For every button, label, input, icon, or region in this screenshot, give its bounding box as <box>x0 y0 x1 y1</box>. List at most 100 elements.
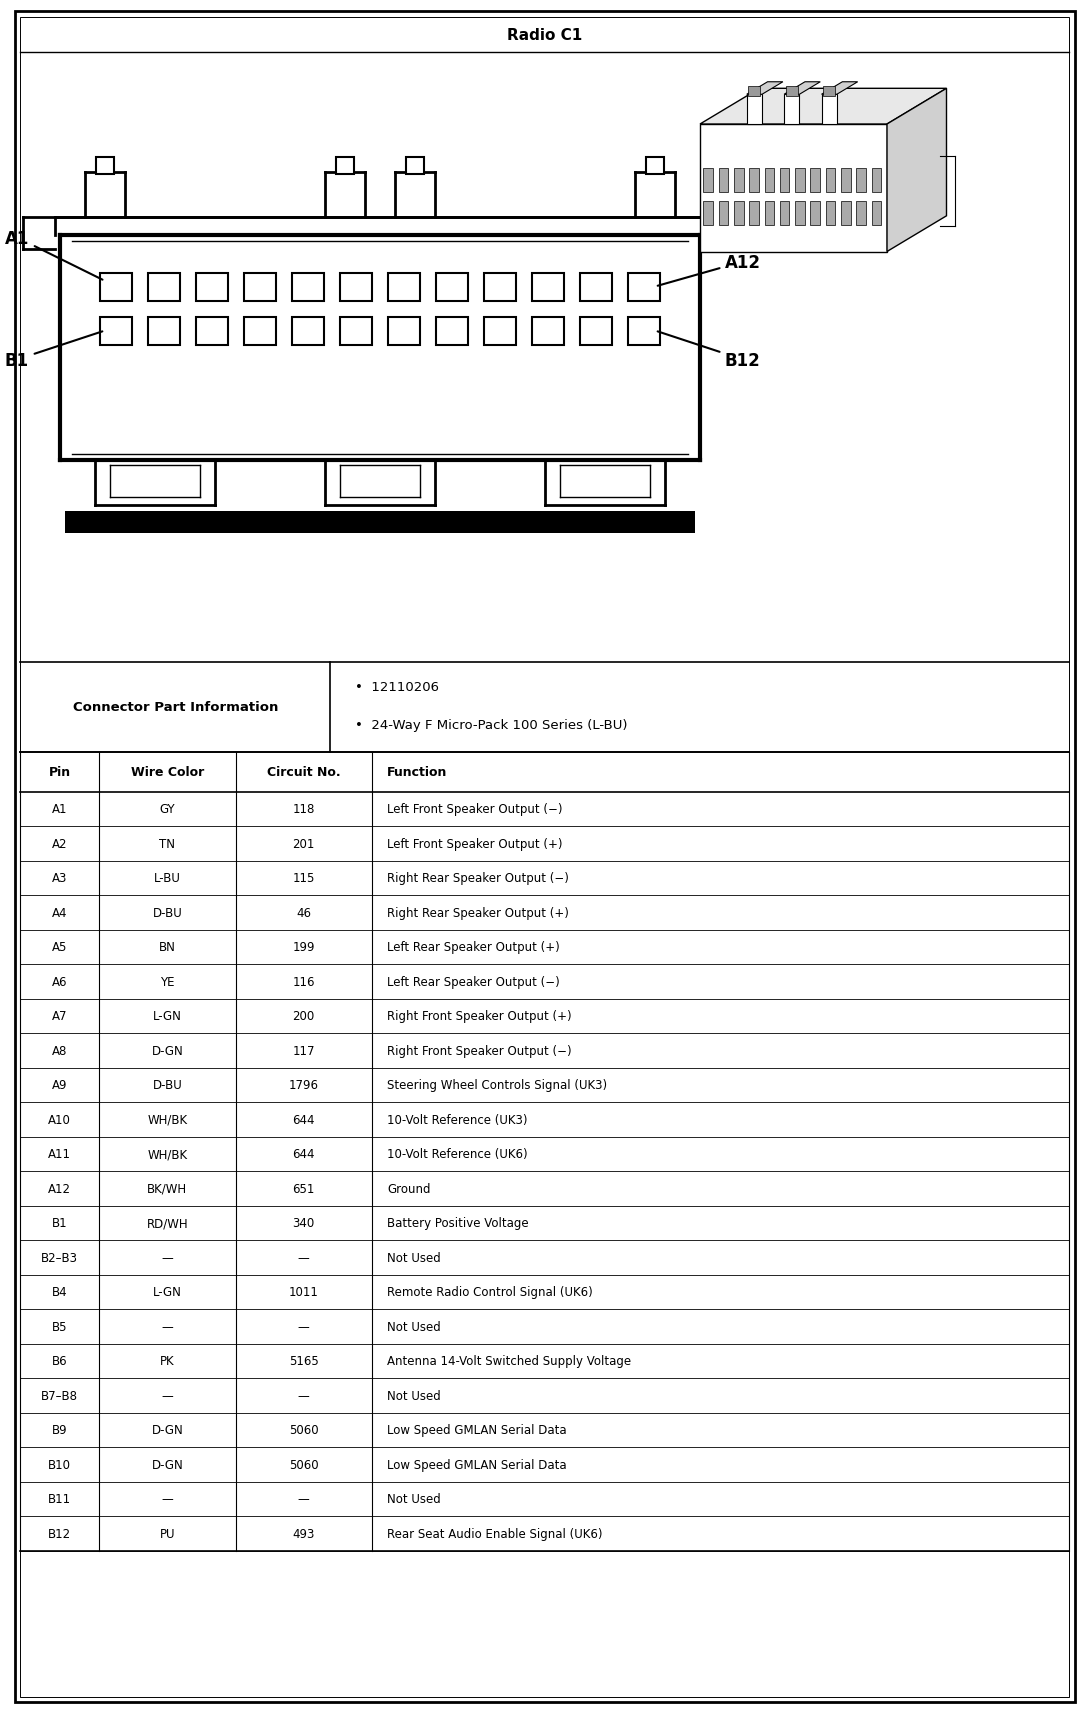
Text: A6: A6 <box>52 975 68 989</box>
Text: 5165: 5165 <box>289 1354 318 1368</box>
Text: 1011: 1011 <box>289 1286 318 1299</box>
Text: D-GN: D-GN <box>152 1423 183 1436</box>
Text: 651: 651 <box>292 1183 315 1195</box>
Bar <box>405 158 424 175</box>
Text: 199: 199 <box>292 941 315 953</box>
Text: L-BU: L-BU <box>154 872 181 884</box>
Bar <box>21 999 1069 1034</box>
Text: Radio C1: Radio C1 <box>507 27 583 43</box>
Bar <box>388 273 420 302</box>
Bar <box>749 202 759 226</box>
Bar <box>872 202 881 226</box>
Text: A1: A1 <box>5 230 102 281</box>
Text: A11: A11 <box>48 1148 71 1160</box>
Text: TN: TN <box>159 836 175 850</box>
Text: Not Used: Not Used <box>387 1251 440 1263</box>
Bar <box>749 168 759 192</box>
Text: A4: A4 <box>52 907 68 919</box>
Text: 115: 115 <box>292 872 315 884</box>
Bar <box>532 273 564 302</box>
Bar <box>21 1378 1069 1412</box>
Bar <box>196 317 228 345</box>
Text: D-BU: D-BU <box>153 907 182 919</box>
Bar <box>703 202 713 226</box>
Text: B1: B1 <box>52 1217 68 1229</box>
Text: D-GN: D-GN <box>152 1044 183 1058</box>
Bar <box>764 168 774 192</box>
Text: A3: A3 <box>52 872 68 884</box>
Text: 200: 200 <box>292 1010 315 1023</box>
Text: 10-Volt Reference (UK3): 10-Volt Reference (UK3) <box>387 1112 528 1126</box>
Bar <box>826 202 835 226</box>
Text: Battery Positive Voltage: Battery Positive Voltage <box>387 1217 529 1229</box>
Text: 1796: 1796 <box>289 1078 318 1092</box>
Text: Function: Function <box>387 766 447 778</box>
Text: WH/BK: WH/BK <box>147 1148 187 1160</box>
Text: B10: B10 <box>48 1459 71 1471</box>
Bar <box>244 317 276 345</box>
Bar <box>96 158 114 175</box>
Text: A12: A12 <box>657 254 761 286</box>
Text: A2: A2 <box>52 836 68 850</box>
Bar <box>21 895 1069 931</box>
Bar <box>21 1241 1069 1275</box>
Text: 46: 46 <box>296 907 312 919</box>
Bar <box>872 168 881 192</box>
Text: D-GN: D-GN <box>152 1459 183 1471</box>
Text: •  24-Way F Micro-Pack 100 Series (L-BU): • 24-Way F Micro-Pack 100 Series (L-BU) <box>355 718 628 732</box>
Text: Right Rear Speaker Output (+): Right Rear Speaker Output (+) <box>387 907 569 919</box>
Text: Low Speed GMLAN Serial Data: Low Speed GMLAN Serial Data <box>387 1423 567 1436</box>
Text: 5060: 5060 <box>289 1423 318 1436</box>
Bar <box>436 317 468 345</box>
Text: B4: B4 <box>52 1286 68 1299</box>
Text: B5: B5 <box>52 1320 68 1333</box>
Text: 201: 201 <box>292 836 315 850</box>
Text: Pin: Pin <box>49 766 71 778</box>
Bar <box>100 317 132 345</box>
Bar <box>646 158 664 175</box>
Text: Left Front Speaker Output (+): Left Front Speaker Output (+) <box>387 836 562 850</box>
Bar <box>21 1136 1069 1171</box>
Text: —: — <box>161 1320 173 1333</box>
Text: —: — <box>161 1388 173 1402</box>
Text: BK/WH: BK/WH <box>147 1183 187 1195</box>
Bar <box>436 273 468 302</box>
Bar <box>700 125 887 252</box>
Bar <box>747 96 762 125</box>
Text: A1: A1 <box>52 802 68 816</box>
Bar <box>196 273 228 302</box>
Bar <box>703 168 713 192</box>
Bar <box>857 168 865 192</box>
Text: Rear Seat Audio Enable Signal (UK6): Rear Seat Audio Enable Signal (UK6) <box>387 1527 603 1539</box>
Text: Not Used: Not Used <box>387 1320 440 1333</box>
Bar <box>580 273 611 302</box>
Text: Connector Part Information: Connector Part Information <box>73 701 278 713</box>
Text: —: — <box>298 1493 310 1505</box>
Bar <box>822 96 837 125</box>
Text: Ground: Ground <box>387 1183 431 1195</box>
Bar <box>388 317 420 345</box>
Text: —: — <box>298 1251 310 1263</box>
Text: Wire Color: Wire Color <box>131 766 204 778</box>
Bar <box>292 273 324 302</box>
Polygon shape <box>700 89 946 125</box>
Text: 117: 117 <box>292 1044 315 1058</box>
Text: A7: A7 <box>52 1010 68 1023</box>
Bar <box>841 168 850 192</box>
Text: A12: A12 <box>48 1183 71 1195</box>
Bar <box>786 87 798 98</box>
Bar <box>21 1068 1069 1102</box>
Bar <box>811 168 820 192</box>
Polygon shape <box>822 82 858 96</box>
Text: 340: 340 <box>292 1217 315 1229</box>
Text: PK: PK <box>160 1354 174 1368</box>
Bar <box>734 202 743 226</box>
Bar <box>21 1344 1069 1378</box>
Bar <box>100 273 132 302</box>
Bar <box>764 202 774 226</box>
Text: Antenna 14-Volt Switched Supply Voltage: Antenna 14-Volt Switched Supply Voltage <box>387 1354 631 1368</box>
Bar <box>21 1171 1069 1205</box>
Text: •  12110206: • 12110206 <box>355 680 439 694</box>
Text: A10: A10 <box>48 1112 71 1126</box>
Bar <box>718 168 728 192</box>
